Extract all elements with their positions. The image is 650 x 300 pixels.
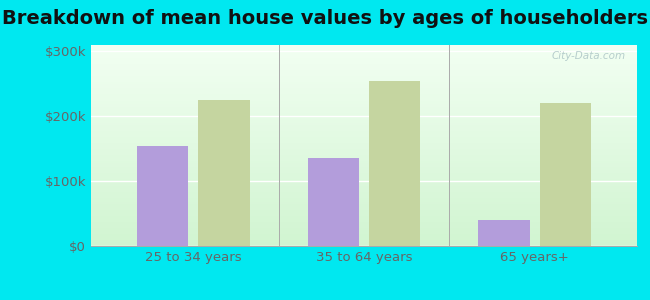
Text: City-Data.com: City-Data.com bbox=[552, 51, 626, 61]
Bar bbox=[198, 100, 250, 246]
Text: Breakdown of mean house values by ages of householders: Breakdown of mean house values by ages o… bbox=[2, 9, 648, 28]
Legend: Cromwell, Oklahoma: Cromwell, Oklahoma bbox=[258, 298, 470, 300]
Bar bbox=[307, 158, 359, 246]
Bar bbox=[478, 220, 530, 246]
Bar bbox=[137, 146, 188, 246]
Bar bbox=[540, 103, 591, 246]
Bar bbox=[369, 81, 421, 246]
